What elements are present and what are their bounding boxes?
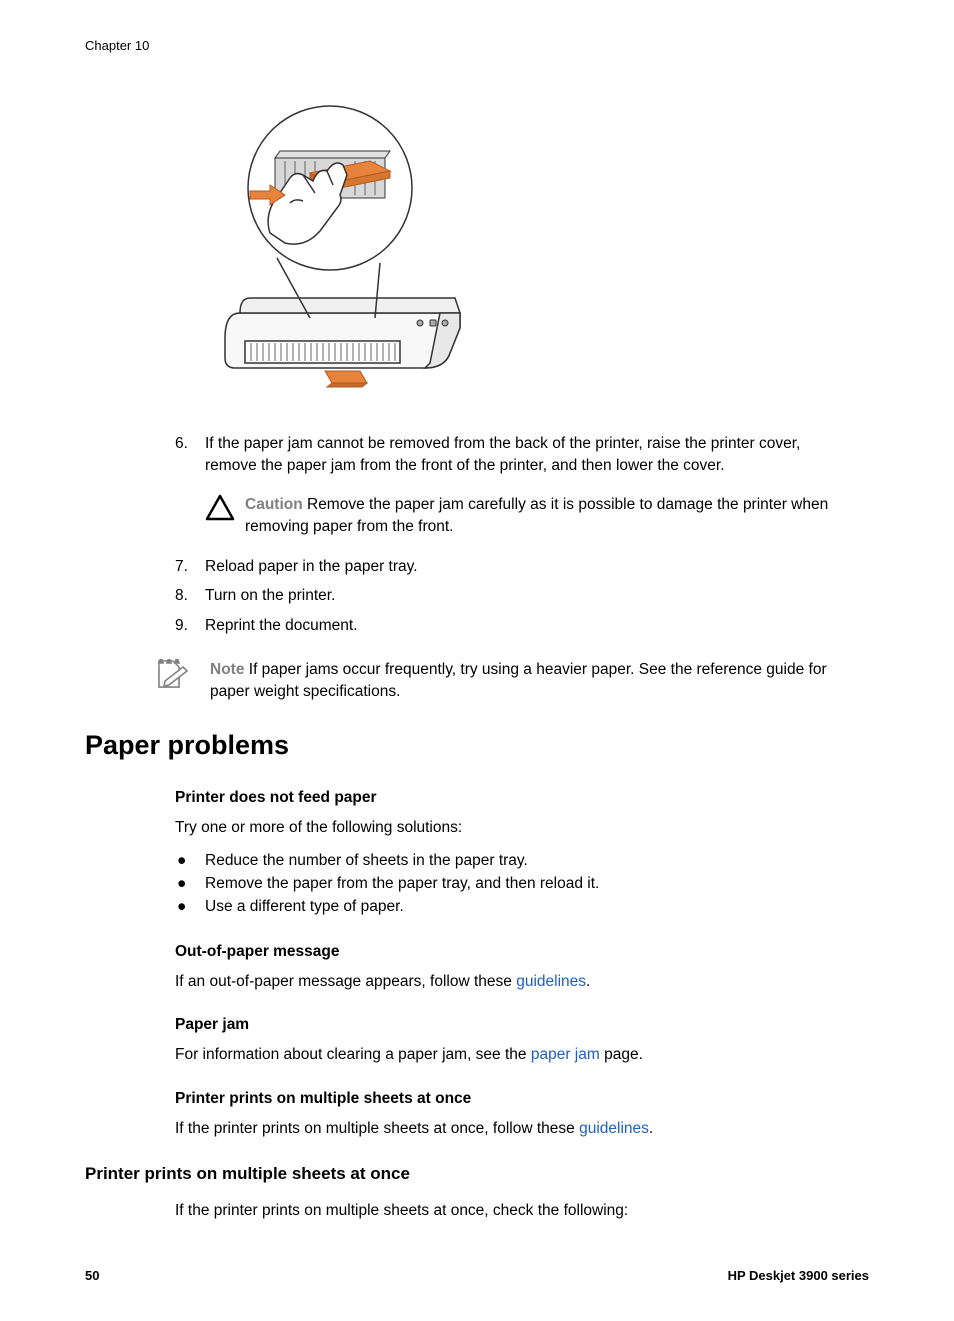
product-name: HP Deskjet 3900 series (728, 1268, 869, 1283)
note-icon (155, 659, 210, 702)
step-text: Reload paper in the paper tray. (205, 556, 869, 578)
body-text: For information about clearing a paper j… (175, 1044, 829, 1066)
step-number: 8. (175, 585, 205, 607)
subsection-multiple-sheets: Printer prints on multiple sheets at onc… (85, 1164, 869, 1184)
guidelines-link[interactable]: guidelines (516, 973, 586, 990)
heading-out-of-paper: Out-of-paper message (175, 943, 829, 961)
list-item: ● Remove the paper from the paper tray, … (175, 872, 829, 895)
list-item: ● Reduce the number of sheets in the pap… (175, 849, 829, 872)
bullet-text: Reduce the number of sheets in the paper… (205, 849, 528, 872)
body-text: If an out-of-paper message appears, foll… (175, 971, 829, 993)
step-number: 6. (175, 433, 205, 476)
block-paper-jam: Paper jam For information about clearing… (175, 1016, 829, 1066)
step-number: 9. (175, 615, 205, 637)
paper-jam-link[interactable]: paper jam (531, 1046, 600, 1063)
step-text: Reprint the document. (205, 615, 869, 637)
bullet-text: Remove the paper from the paper tray, an… (205, 872, 599, 895)
step-text: Turn on the printer. (205, 585, 869, 607)
page-footer: 50 HP Deskjet 3900 series (85, 1268, 869, 1283)
caution-icon (205, 494, 245, 537)
chapter-header: Chapter 10 (85, 38, 869, 53)
caution-callout: Caution Remove the paper jam carefully a… (205, 494, 869, 537)
guidelines-link[interactable]: guidelines (579, 1120, 649, 1137)
note-callout: Note If paper jams occur frequently, try… (155, 659, 869, 702)
step-7: 7. Reload paper in the paper tray. (85, 556, 869, 578)
block-printer-not-feed: Printer does not feed paper Try one or m… (175, 789, 829, 918)
step-number: 7. (175, 556, 205, 578)
step-9: 9. Reprint the document. (85, 615, 869, 637)
bullet-text: Use a different type of paper. (205, 895, 404, 918)
bullet-icon: ● (175, 872, 205, 895)
intro-text: Try one or more of the following solutio… (175, 817, 829, 839)
printer-jam-illustration (195, 103, 869, 403)
body-text: If the printer prints on multiple sheets… (175, 1200, 829, 1222)
bullet-icon: ● (175, 849, 205, 872)
step-text: If the paper jam cannot be removed from … (205, 433, 869, 476)
step-8: 8. Turn on the printer. (85, 585, 869, 607)
block-out-of-paper: Out-of-paper message If an out-of-paper … (175, 943, 829, 993)
page-number: 50 (85, 1268, 99, 1283)
note-text: Note If paper jams occur frequently, try… (210, 659, 829, 702)
heading-multiple-sheets: Printer prints on multiple sheets at onc… (175, 1090, 829, 1108)
page-content: 6. If the paper jam cannot be removed fr… (85, 103, 869, 1221)
list-item: ● Use a different type of paper. (175, 895, 829, 918)
step-6: 6. If the paper jam cannot be removed fr… (85, 433, 869, 476)
caution-text: Caution Remove the paper jam carefully a… (245, 494, 829, 537)
section-title-paper-problems: Paper problems (85, 730, 869, 761)
bullet-icon: ● (175, 895, 205, 918)
heading-not-feed: Printer does not feed paper (175, 789, 829, 807)
body-text: If the printer prints on multiple sheets… (175, 1118, 829, 1140)
block-multiple-sheets: Printer prints on multiple sheets at onc… (175, 1090, 829, 1140)
heading-paper-jam: Paper jam (175, 1016, 829, 1034)
